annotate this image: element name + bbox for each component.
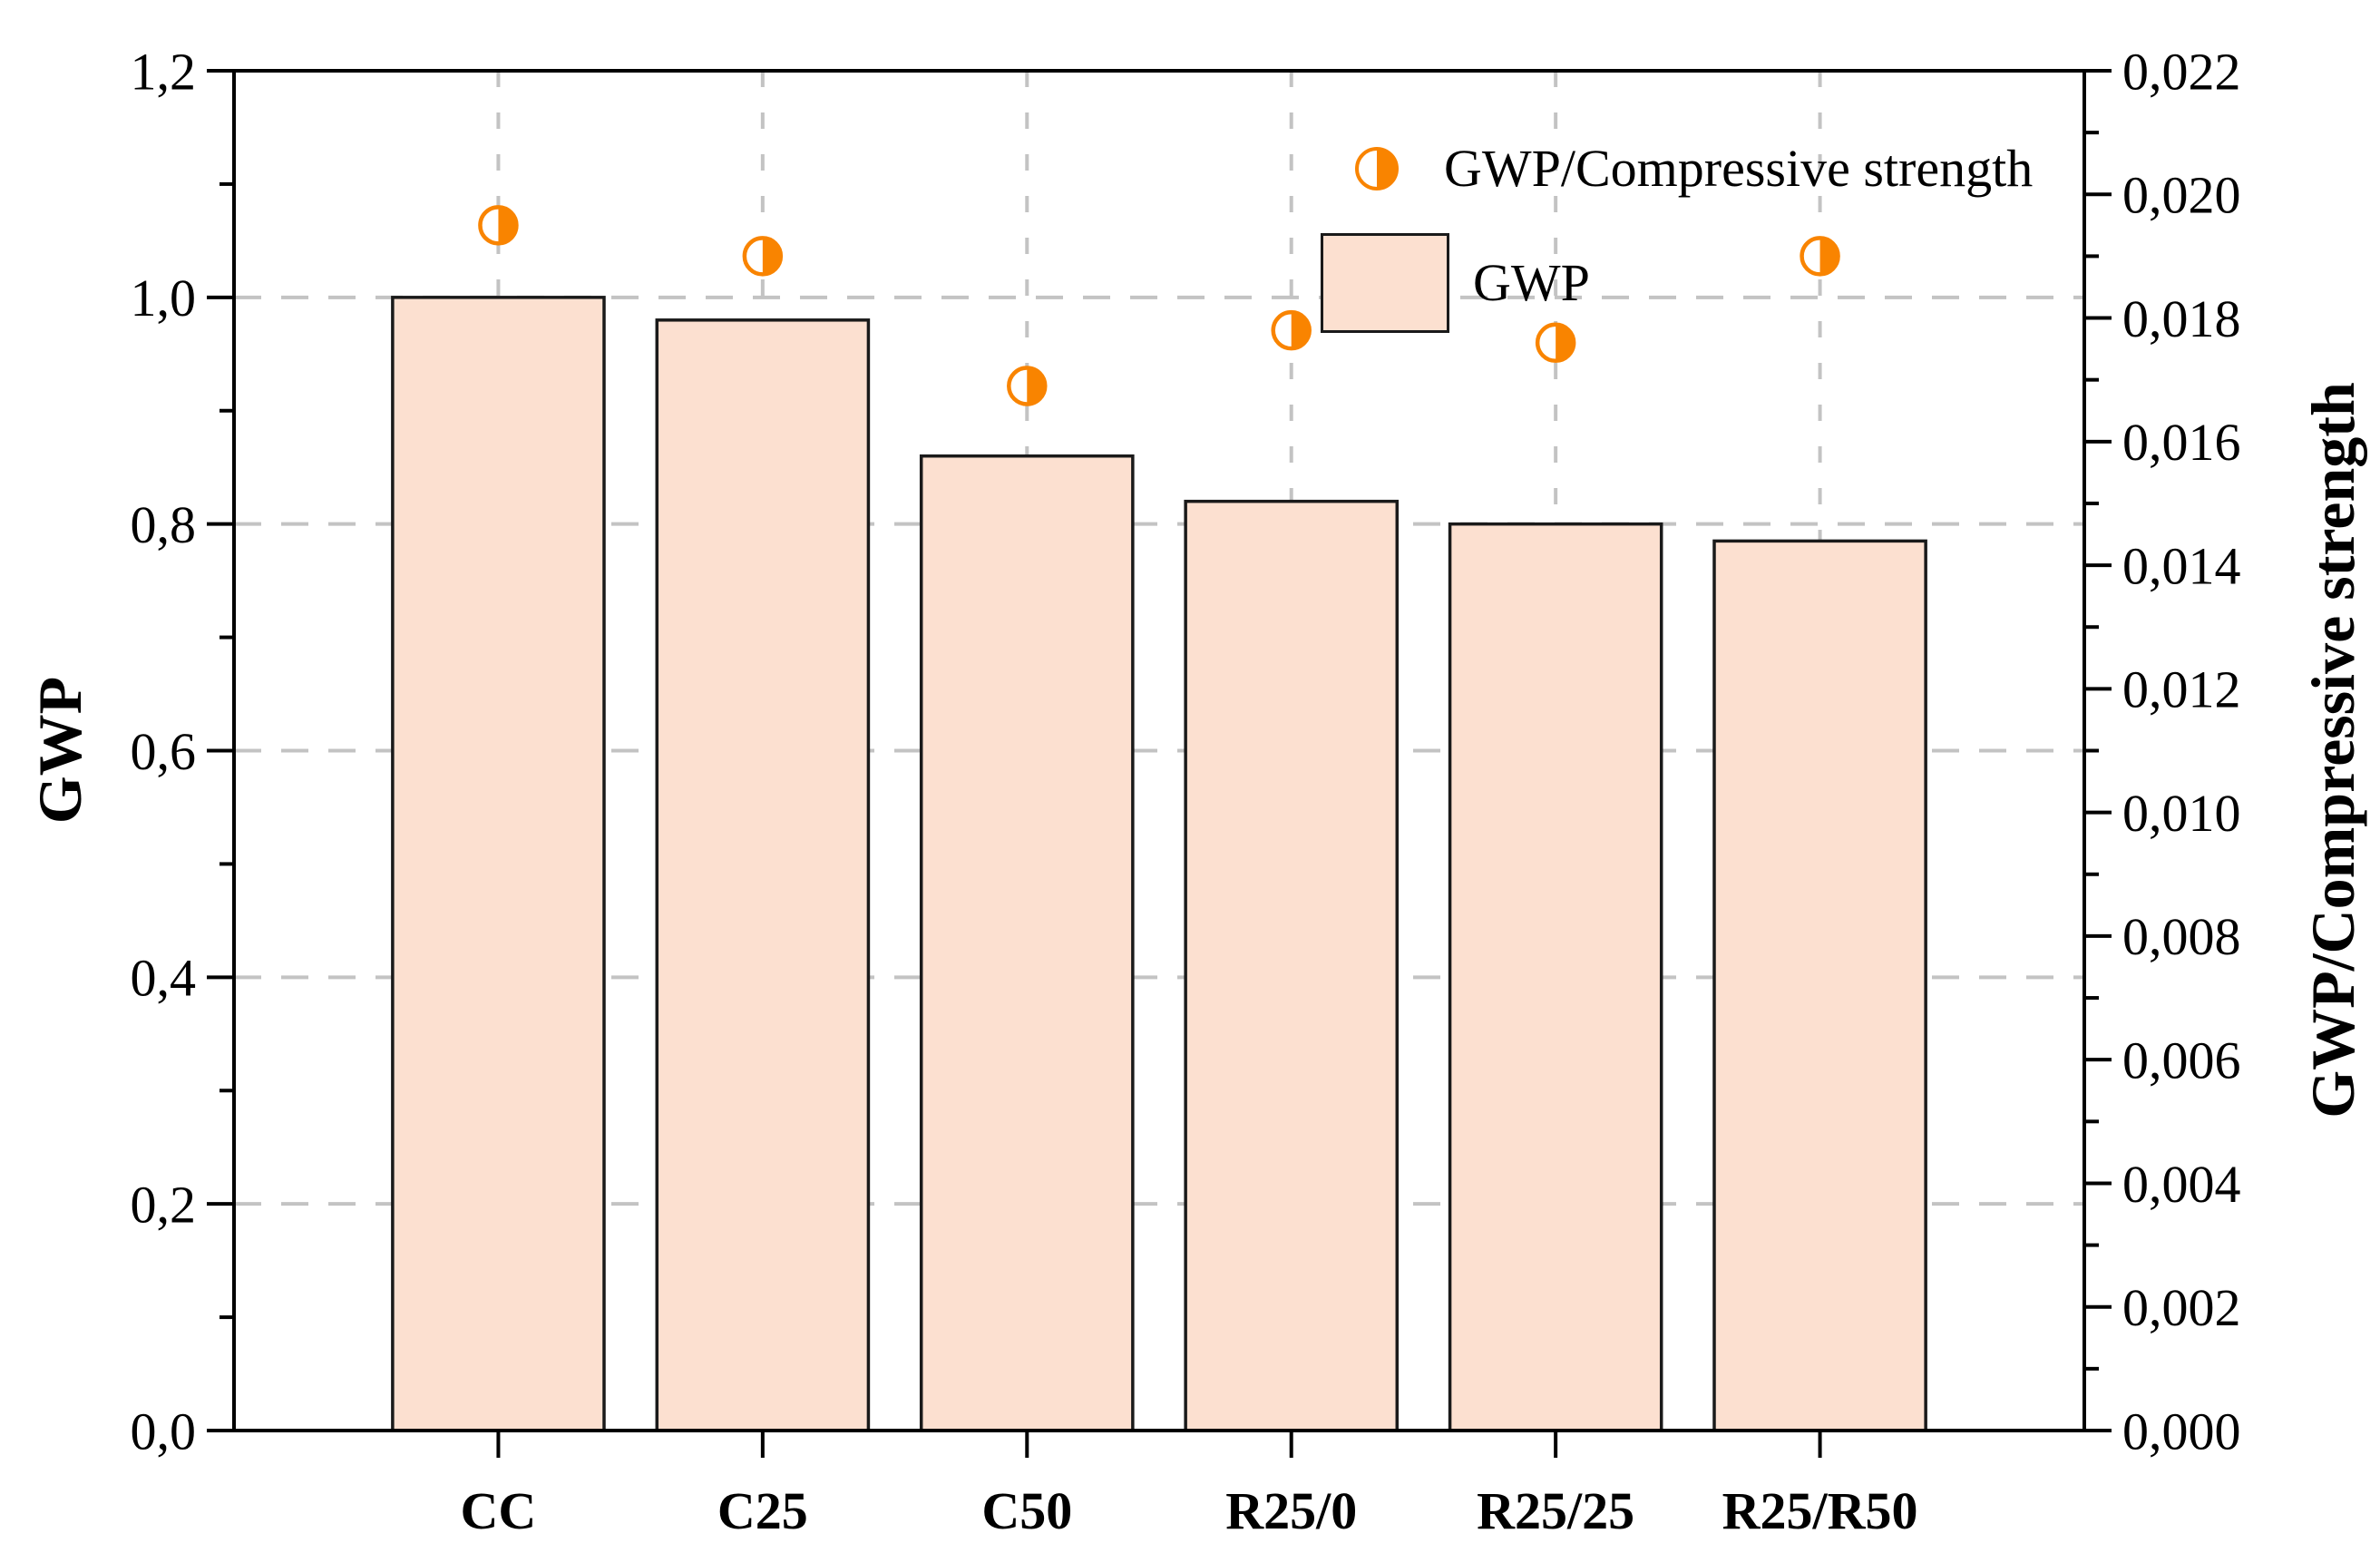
y-right-tick-label: 0,000: [2122, 1402, 2241, 1460]
y-left-tick-label: 1,0: [131, 269, 197, 327]
y-right-tick-label: 0,014: [2122, 536, 2241, 595]
x-category-label-R25/0: R25/0: [1225, 1481, 1357, 1540]
ticks-group: [207, 69, 2112, 1458]
x-category-label-C25: C25: [717, 1481, 808, 1540]
marker-ring: [742, 236, 784, 277]
y-right-tick-label: 0,022: [2122, 42, 2241, 101]
y-left-tick-label: 0,8: [131, 495, 197, 554]
bar-R25/0: [1184, 499, 1400, 1432]
legend-item-bar: GWP: [1321, 232, 1590, 334]
half-filled-circle-icon: [1355, 147, 1399, 190]
marker-R25/0: [1271, 309, 1312, 351]
y-left-tick-label: 0,6: [131, 722, 197, 781]
y-right-tick-label: 0,012: [2122, 660, 2241, 719]
tick-labels-group: 0,0 0,2 0,4 0,6 0,8 1,0 1,2 0,000 0,002 0,004 0,00…: [131, 42, 2241, 1540]
marker-C25: [742, 236, 784, 277]
marker-ring: [1271, 309, 1312, 351]
marker-R25/25: [1535, 322, 1576, 364]
y-right-tick-label: 0,018: [2122, 289, 2241, 348]
right-axis-title: GWP/Compressive strength: [2298, 382, 2367, 1118]
legend-label-bar: GWP: [1473, 253, 1590, 312]
marker-R25/R50: [1800, 236, 1840, 277]
bars-group: [391, 296, 1927, 1432]
y-right-tick-label: 0,020: [2122, 166, 2241, 225]
x-category-label-CC: CC: [461, 1481, 537, 1540]
y-right-tick-label: 0,002: [2122, 1278, 2241, 1337]
bar-swatch-icon: [1321, 233, 1449, 333]
marker-CC: [478, 205, 519, 246]
marker-ring: [478, 205, 519, 246]
bar-R25/25: [1448, 522, 1663, 1432]
bar-C25: [655, 318, 871, 1432]
bar-R25/R50: [1712, 539, 1927, 1432]
marker-ring: [1007, 366, 1048, 406]
scatter-group: [478, 205, 1840, 406]
marker-ring: [1800, 236, 1840, 277]
y-right-tick-label: 0,008: [2122, 907, 2241, 966]
marker-ring: [1535, 322, 1576, 364]
left-axis-title: GWP: [25, 676, 94, 825]
y-right-tick-label: 0,004: [2122, 1155, 2241, 1214]
y-left-tick-label: 1,2: [131, 42, 197, 101]
legend-item-scatter: GWP/Compressive strength: [1355, 139, 2034, 198]
x-category-label-C50: C50: [981, 1481, 1072, 1540]
legend-label-scatter: GWP/Compressive strength: [1444, 139, 2034, 198]
y-right-tick-label: 0,006: [2122, 1030, 2241, 1089]
y-left-tick-label: 0,2: [131, 1175, 197, 1234]
marker-C50: [1007, 366, 1048, 406]
y-right-tick-label: 0,016: [2122, 413, 2241, 472]
y-left-tick-label: 0,4: [131, 949, 197, 1008]
x-category-label-R25/25: R25/25: [1477, 1481, 1634, 1540]
bar-CC: [391, 296, 606, 1432]
y-left-tick-label: 0,0: [131, 1402, 197, 1460]
x-category-label-R25/R50: R25/R50: [1722, 1481, 1918, 1540]
y-right-tick-label: 0,010: [2122, 784, 2241, 843]
bar-C50: [919, 454, 1135, 1432]
